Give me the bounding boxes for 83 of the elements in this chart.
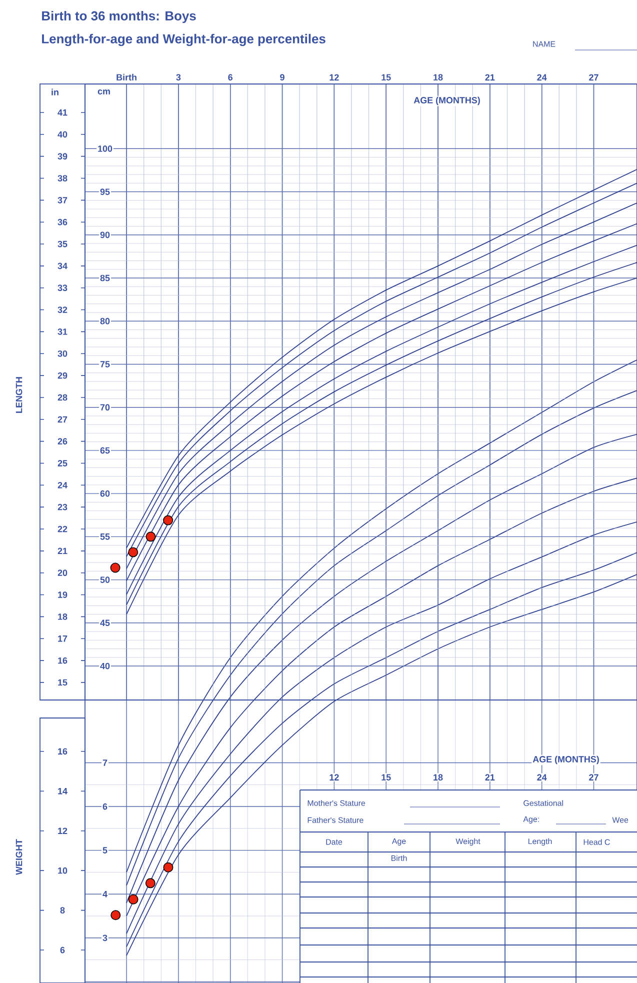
y-tick-label: 24 [58,482,68,488]
x-tick-label: 27 [589,774,598,780]
y-tick-label: 39 [58,153,68,160]
y-tick-label: 18 [58,614,68,620]
annotation: cm [98,90,110,94]
y2-tick-label: 45 [100,620,110,626]
y-tick-label: 31 [58,328,68,335]
y-tick-label: 29 [58,372,68,379]
y-tick-label: 10 [58,867,68,874]
y2-tick-label: 75 [100,361,110,368]
x-tick-label: 9 [280,74,284,80]
point [163,515,174,526]
y-tick-label: 30 [58,350,68,357]
y-axis-title: LENGTH [16,377,22,413]
text: in [52,88,58,96]
y-tick-label: 40 [58,131,68,138]
y-tick-label: 14 [58,788,68,794]
y-tick-label: 16 [58,657,68,664]
y-tick-label: 27 [58,416,68,423]
y-tick-label: 26 [58,438,68,444]
x-tick-label: 6 [228,74,233,80]
x-axis-title: AGE (MONTHS) [414,96,480,106]
y-tick-label: 6 [60,946,65,954]
y2-tick-label: 80 [100,318,110,324]
y-tick-label: 8 [60,907,65,914]
y2-tick-label: 40 [100,662,110,670]
x-tick-label: 18 [434,774,443,781]
y2-tick-label: 4 [102,891,108,898]
y-tick-label: 15 [58,679,68,686]
point [110,562,120,573]
x-axis-title: AGE (MONTHS) [532,756,599,764]
y2-tick-label: 6 [102,803,108,810]
x-tick-label: Birth [116,74,136,80]
y-tick-label: 38 [58,175,68,182]
y2-tick-label: 90 [100,232,110,238]
y2-tick-label: 70 [100,404,110,411]
chart-title: Birth to 36 months: Boys [42,10,196,24]
y2-tick-label: 55 [100,534,110,540]
y2-tick-label: 65 [100,447,110,454]
y-tick-label: 22 [58,526,68,532]
point [110,910,121,920]
y2-tick-label: 85 [100,274,110,282]
y-tick-label: 34 [58,262,68,270]
y2-tick-label: 7 [102,760,108,766]
x-tick-label: 12 [330,74,339,80]
y-axis-title: WEIGHT [16,839,22,875]
chart-subtitle: Length-for-age and Weight-for-age percentiles [42,34,326,46]
y-tick-label: 12 [58,828,68,834]
y-tick-label: 28 [58,394,68,401]
x-tick-label: 15 [382,74,391,80]
x-tick-label: 18 [434,74,443,80]
y-tick-label: 20 [58,570,68,576]
y2-tick-label: 5 [102,847,108,854]
point [128,894,138,904]
y2-tick-label: 3 [102,934,108,942]
point [128,547,138,558]
y-tick-label: 21 [58,548,68,554]
y-tick-label: 17 [58,636,68,642]
x-tick-label: 24 [537,74,547,80]
point [163,862,174,872]
x-tick-label: 21 [485,74,495,80]
y-tick-label: 33 [58,284,68,292]
y2-tick-label: 95 [100,188,110,195]
x-tick-label: 21 [485,774,495,780]
y-tick-label: 35 [58,240,68,248]
point [145,878,156,888]
y-tick-label: 19 [58,592,68,598]
point [146,532,156,542]
y2-tick-label: 50 [100,576,110,583]
x-tick-label: 24 [537,774,547,780]
y2-tick-label: 100 [98,145,112,152]
x-tick-label: 12 [330,774,339,780]
y-tick-label: 16 [58,748,68,755]
x-tick-label: 27 [589,74,598,80]
y-tick-label: 25 [58,460,68,466]
y-tick-label: 36 [58,218,68,226]
y2-tick-label: 60 [100,490,110,497]
y-tick-label: 37 [58,196,68,204]
y-tick-label: 41 [58,109,68,116]
x-tick-label: 15 [382,774,391,780]
y-tick-label: 32 [58,306,68,313]
x-tick-label: 3 [176,74,181,80]
y-tick-label: 23 [58,504,68,510]
